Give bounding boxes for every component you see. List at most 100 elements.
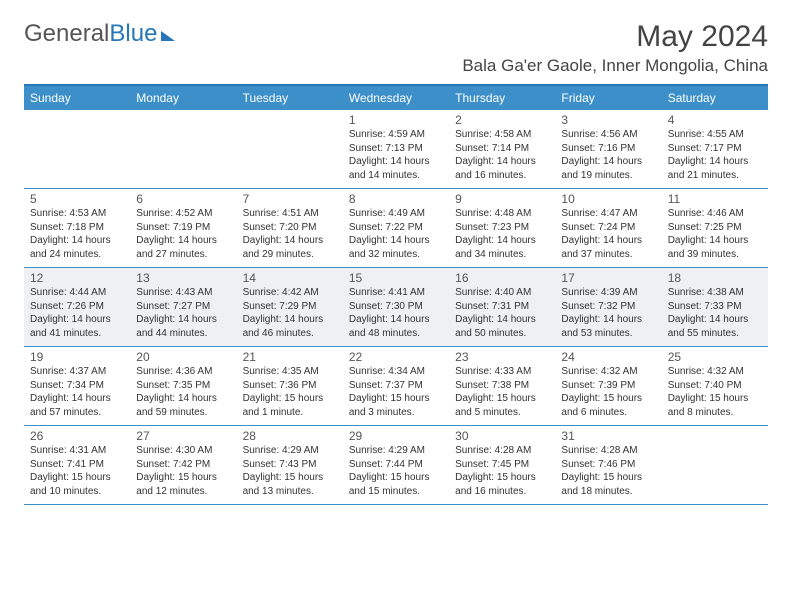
day-info: Sunrise: 4:59 AMSunset: 7:13 PMDaylight:… — [349, 128, 443, 182]
sunrise-text: Sunrise: 4:36 AM — [136, 365, 230, 379]
sunrise-text: Sunrise: 4:35 AM — [243, 365, 337, 379]
day-number: 4 — [668, 113, 762, 127]
calendar-week: 26Sunrise: 4:31 AMSunset: 7:41 PMDayligh… — [24, 426, 768, 505]
day-number: 20 — [136, 350, 230, 364]
calendar-day: 13Sunrise: 4:43 AMSunset: 7:27 PMDayligh… — [130, 268, 236, 346]
sunrise-text: Sunrise: 4:49 AM — [349, 207, 443, 221]
day-info: Sunrise: 4:38 AMSunset: 7:33 PMDaylight:… — [668, 286, 762, 340]
sunset-text: Sunset: 7:32 PM — [561, 300, 655, 314]
sunrise-text: Sunrise: 4:37 AM — [30, 365, 124, 379]
sunrise-text: Sunrise: 4:31 AM — [30, 444, 124, 458]
sunrise-text: Sunrise: 4:58 AM — [455, 128, 549, 142]
sunrise-text: Sunrise: 4:53 AM — [30, 207, 124, 221]
day-info: Sunrise: 4:56 AMSunset: 7:16 PMDaylight:… — [561, 128, 655, 182]
day-number: 13 — [136, 271, 230, 285]
daylight-text: Daylight: 14 hours and 57 minutes. — [30, 392, 124, 419]
day-info: Sunrise: 4:53 AMSunset: 7:18 PMDaylight:… — [30, 207, 124, 261]
daylight-text: Daylight: 14 hours and 14 minutes. — [349, 155, 443, 182]
day-number: 3 — [561, 113, 655, 127]
daylight-text: Daylight: 15 hours and 8 minutes. — [668, 392, 762, 419]
calendar-week: 1Sunrise: 4:59 AMSunset: 7:13 PMDaylight… — [24, 110, 768, 189]
sunset-text: Sunset: 7:25 PM — [668, 221, 762, 235]
calendar-week: 19Sunrise: 4:37 AMSunset: 7:34 PMDayligh… — [24, 347, 768, 426]
day-number: 24 — [561, 350, 655, 364]
calendar-day: 26Sunrise: 4:31 AMSunset: 7:41 PMDayligh… — [24, 426, 130, 504]
calendar-day: 2Sunrise: 4:58 AMSunset: 7:14 PMDaylight… — [449, 110, 555, 188]
calendar-day: 12Sunrise: 4:44 AMSunset: 7:26 PMDayligh… — [24, 268, 130, 346]
sunset-text: Sunset: 7:29 PM — [243, 300, 337, 314]
calendar-day: 14Sunrise: 4:42 AMSunset: 7:29 PMDayligh… — [237, 268, 343, 346]
calendar-week: 5Sunrise: 4:53 AMSunset: 7:18 PMDaylight… — [24, 189, 768, 268]
day-number: 15 — [349, 271, 443, 285]
day-info: Sunrise: 4:52 AMSunset: 7:19 PMDaylight:… — [136, 207, 230, 261]
calendar-day: 6Sunrise: 4:52 AMSunset: 7:19 PMDaylight… — [130, 189, 236, 267]
sunrise-text: Sunrise: 4:39 AM — [561, 286, 655, 300]
weekday-header: Tuesday — [237, 86, 343, 110]
sunrise-text: Sunrise: 4:32 AM — [668, 365, 762, 379]
day-info: Sunrise: 4:41 AMSunset: 7:30 PMDaylight:… — [349, 286, 443, 340]
day-number: 7 — [243, 192, 337, 206]
day-info: Sunrise: 4:32 AMSunset: 7:40 PMDaylight:… — [668, 365, 762, 419]
sunrise-text: Sunrise: 4:34 AM — [349, 365, 443, 379]
day-number: 30 — [455, 429, 549, 443]
day-info: Sunrise: 4:28 AMSunset: 7:46 PMDaylight:… — [561, 444, 655, 498]
sunset-text: Sunset: 7:18 PM — [30, 221, 124, 235]
sunrise-text: Sunrise: 4:43 AM — [136, 286, 230, 300]
day-number: 9 — [455, 192, 549, 206]
calendar-day — [662, 426, 768, 504]
day-info: Sunrise: 4:37 AMSunset: 7:34 PMDaylight:… — [30, 365, 124, 419]
daylight-text: Daylight: 15 hours and 1 minute. — [243, 392, 337, 419]
calendar-day: 16Sunrise: 4:40 AMSunset: 7:31 PMDayligh… — [449, 268, 555, 346]
daylight-text: Daylight: 14 hours and 50 minutes. — [455, 313, 549, 340]
calendar-day: 10Sunrise: 4:47 AMSunset: 7:24 PMDayligh… — [555, 189, 661, 267]
daylight-text: Daylight: 14 hours and 27 minutes. — [136, 234, 230, 261]
sunset-text: Sunset: 7:31 PM — [455, 300, 549, 314]
sunset-text: Sunset: 7:17 PM — [668, 142, 762, 156]
calendar-day — [24, 110, 130, 188]
daylight-text: Daylight: 14 hours and 24 minutes. — [30, 234, 124, 261]
header-right: May 2024 Bala Ga'er Gaole, Inner Mongoli… — [462, 20, 768, 76]
calendar-day: 1Sunrise: 4:59 AMSunset: 7:13 PMDaylight… — [343, 110, 449, 188]
calendar-day: 25Sunrise: 4:32 AMSunset: 7:40 PMDayligh… — [662, 347, 768, 425]
daylight-text: Daylight: 14 hours and 37 minutes. — [561, 234, 655, 261]
daylight-text: Daylight: 15 hours and 18 minutes. — [561, 471, 655, 498]
sunrise-text: Sunrise: 4:46 AM — [668, 207, 762, 221]
calendar-day: 5Sunrise: 4:53 AMSunset: 7:18 PMDaylight… — [24, 189, 130, 267]
day-number: 21 — [243, 350, 337, 364]
logo-part2: Blue — [109, 20, 157, 47]
calendar-day: 28Sunrise: 4:29 AMSunset: 7:43 PMDayligh… — [237, 426, 343, 504]
calendar-day — [237, 110, 343, 188]
day-number: 8 — [349, 192, 443, 206]
sunset-text: Sunset: 7:34 PM — [30, 379, 124, 393]
daylight-text: Daylight: 15 hours and 15 minutes. — [349, 471, 443, 498]
sunset-text: Sunset: 7:38 PM — [455, 379, 549, 393]
daylight-text: Daylight: 14 hours and 44 minutes. — [136, 313, 230, 340]
weekday-header: Sunday — [24, 86, 130, 110]
sunset-text: Sunset: 7:33 PM — [668, 300, 762, 314]
day-info: Sunrise: 4:32 AMSunset: 7:39 PMDaylight:… — [561, 365, 655, 419]
sunrise-text: Sunrise: 4:30 AM — [136, 444, 230, 458]
sunset-text: Sunset: 7:42 PM — [136, 458, 230, 472]
weekday-header: Friday — [555, 86, 661, 110]
day-info: Sunrise: 4:31 AMSunset: 7:41 PMDaylight:… — [30, 444, 124, 498]
calendar-day: 31Sunrise: 4:28 AMSunset: 7:46 PMDayligh… — [555, 426, 661, 504]
sunrise-text: Sunrise: 4:52 AM — [136, 207, 230, 221]
sunset-text: Sunset: 7:16 PM — [561, 142, 655, 156]
sunset-text: Sunset: 7:36 PM — [243, 379, 337, 393]
day-number: 1 — [349, 113, 443, 127]
header: GeneralBlue May 2024 Bala Ga'er Gaole, I… — [24, 20, 768, 76]
day-number: 5 — [30, 192, 124, 206]
sunrise-text: Sunrise: 4:44 AM — [30, 286, 124, 300]
sunrise-text: Sunrise: 4:32 AM — [561, 365, 655, 379]
daylight-text: Daylight: 14 hours and 29 minutes. — [243, 234, 337, 261]
day-number: 18 — [668, 271, 762, 285]
day-number: 28 — [243, 429, 337, 443]
weekday-header: Wednesday — [343, 86, 449, 110]
daylight-text: Daylight: 14 hours and 32 minutes. — [349, 234, 443, 261]
daylight-text: Daylight: 14 hours and 46 minutes. — [243, 313, 337, 340]
day-info: Sunrise: 4:43 AMSunset: 7:27 PMDaylight:… — [136, 286, 230, 340]
daylight-text: Daylight: 14 hours and 16 minutes. — [455, 155, 549, 182]
daylight-text: Daylight: 15 hours and 16 minutes. — [455, 471, 549, 498]
calendar-day: 27Sunrise: 4:30 AMSunset: 7:42 PMDayligh… — [130, 426, 236, 504]
daylight-text: Daylight: 14 hours and 19 minutes. — [561, 155, 655, 182]
